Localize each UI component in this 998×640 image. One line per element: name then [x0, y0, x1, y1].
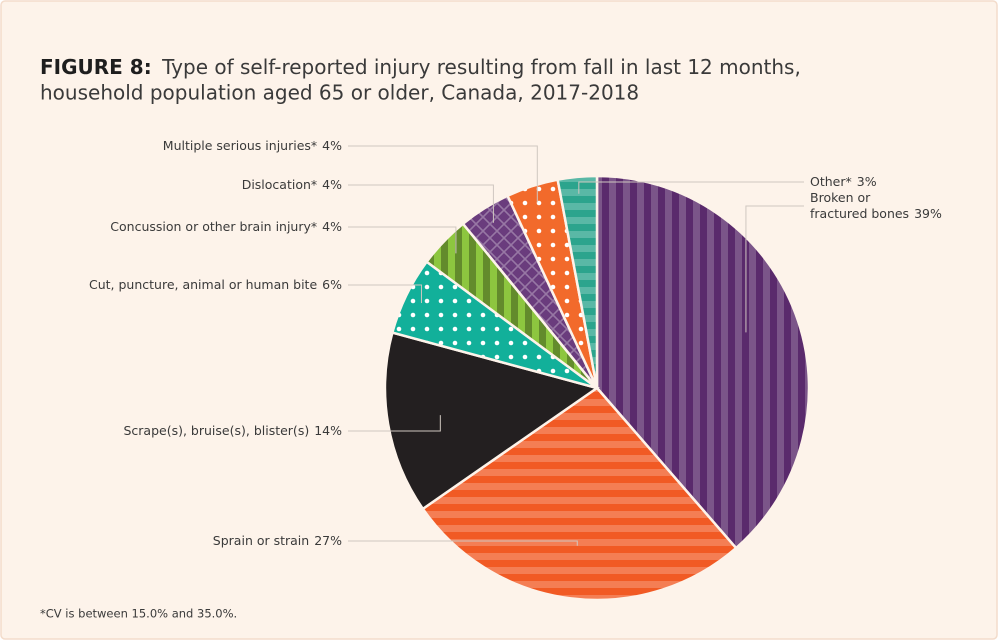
title-text: Type of self-reported injury resulting f…: [161, 55, 801, 79]
slice-label: Other* 3%: [810, 174, 877, 189]
slice-label: Multiple serious injuries* 4%: [163, 138, 342, 153]
slice-label: Scrape(s), bruise(s), blister(s) 14%: [123, 423, 342, 438]
slice-value-label: 27%: [314, 533, 342, 548]
slice-value-label: 14%: [314, 423, 342, 438]
slice-category: Multiple serious injuries*: [163, 138, 317, 153]
slice-category: Broken or: [810, 190, 871, 205]
leader-line: [348, 226, 457, 254]
leader-line: [348, 540, 578, 546]
slice-label: Dislocation* 4%: [242, 177, 342, 192]
chart-title: FIGURE 8: Type of self-reported injury r…: [40, 55, 801, 79]
figure-label: FIGURE 8:: [40, 55, 152, 79]
slice-category: Cut, puncture, animal or human bite: [89, 277, 317, 292]
chart-title-line2: household population aged 65 or older, C…: [40, 81, 639, 105]
slice-value-label: 3%: [857, 174, 877, 189]
leader-line: [348, 145, 538, 203]
leader-line: [348, 415, 441, 432]
slice-value-label: 4%: [322, 138, 342, 153]
slice-value-label: 4%: [322, 177, 342, 192]
pie-slice: [383, 331, 600, 511]
leader-line: [348, 184, 494, 223]
slice-label: Broken or fractured bones 39%: [810, 190, 942, 221]
slice-category: Sprain or strain: [213, 533, 309, 548]
slice-category: Dislocation*: [242, 177, 317, 192]
pie-slice: [556, 174, 599, 389]
slice-label: Sprain or strain 27%: [213, 533, 342, 548]
pie-slice: [595, 174, 811, 550]
slice-value-label: 39%: [914, 206, 942, 221]
slice-category: Other*: [810, 174, 852, 189]
slice-label: Concussion or other brain injury* 4%: [110, 219, 342, 234]
slice-value-label: 6%: [322, 277, 342, 292]
slice-value-label: 4%: [322, 219, 342, 234]
slice-label: Cut, puncture, animal or human bite 6%: [89, 277, 342, 292]
slice-category: Concussion or other brain injury*: [110, 219, 317, 234]
leader-line: [348, 284, 422, 303]
pie-slice: [421, 386, 738, 602]
footnote: *CV is between 15.0% and 35.0%.: [40, 607, 237, 621]
slice-category-cont: fractured bones: [810, 206, 909, 221]
leader-line: [578, 181, 804, 194]
slice-category: Scrape(s), bruise(s), blister(s): [123, 423, 309, 438]
leader-line: [745, 205, 804, 333]
